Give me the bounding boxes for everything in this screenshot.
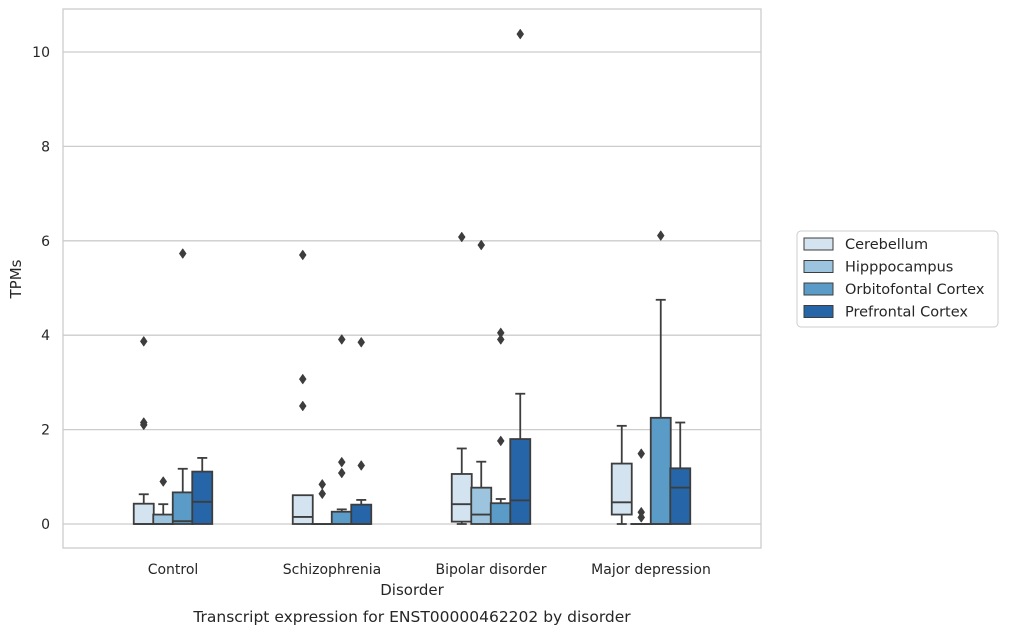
box: [171, 491, 194, 525]
x-tick-label: Major depression: [591, 562, 711, 578]
outlier-point: [298, 400, 307, 412]
box-group: [610, 424, 633, 525]
outlier-point: [656, 230, 665, 242]
outlier-point: [337, 334, 346, 345]
box-group: [470, 239, 493, 525]
y-tick-label: 6: [41, 234, 50, 250]
outlier-point: [477, 239, 486, 251]
legend-label: Hipppocampus: [845, 260, 953, 276]
outlier-point: [357, 460, 366, 471]
x-tick-label: Schizophrenia: [283, 562, 381, 578]
outlier-point: [357, 336, 366, 348]
box: [350, 503, 373, 525]
legend: Cerebellum Hipppocampus Orbitofontal Corte…: [796, 230, 999, 328]
x-tick-label: Control: [148, 562, 199, 578]
box: [649, 416, 672, 525]
outlier-point: [337, 467, 346, 479]
plot-area-frame: [62, 8, 762, 549]
box-group: [291, 249, 314, 525]
y-tick-label: 2: [41, 423, 50, 439]
box: [191, 470, 214, 525]
box: [330, 510, 353, 525]
legend-swatch: [803, 237, 834, 251]
y-tick-label: 10: [32, 45, 50, 61]
x-axis-title: Disorder: [380, 581, 444, 599]
legend-swatch: [803, 305, 834, 318]
boxes-layer: [132, 28, 692, 526]
figure-caption: Transcript expression for ENST0000046220…: [192, 608, 631, 626]
outlier-point: [637, 448, 646, 460]
box-group: [489, 327, 512, 525]
box-group: [630, 448, 653, 526]
legend-label: Cerebellum: [845, 237, 928, 253]
y-tick-label: 4: [41, 328, 50, 344]
legend-label: Orbitofontal Cortex: [845, 282, 985, 298]
box-group: [152, 476, 175, 525]
outlier-point: [337, 456, 346, 468]
box: [610, 462, 633, 516]
x-tick-labels: Control Schizophrenia Bipolar disorder Majo…: [148, 562, 711, 578]
box-group: [191, 457, 214, 525]
outlier-point: [457, 231, 466, 243]
legend-label: Prefrontal Cortex: [845, 305, 968, 321]
outlier-point: [637, 511, 646, 523]
box: [132, 502, 155, 525]
y-tick-labels: 0 2 4 6 8 10: [32, 45, 50, 533]
outlier-point: [178, 248, 187, 259]
legend-swatch: [803, 282, 834, 296]
outlier-point: [298, 249, 307, 261]
y-tick-label: 0: [41, 517, 50, 533]
box: [152, 513, 175, 525]
outlier-point: [298, 373, 307, 385]
box-group: [669, 421, 692, 525]
y-tick-label: 8: [41, 139, 50, 155]
box: [450, 473, 473, 523]
outlier-point: [139, 335, 148, 347]
box: [669, 467, 692, 525]
box: [509, 438, 532, 525]
outlier-point: [516, 28, 525, 40]
outlier-point: [139, 419, 148, 431]
box-group: [350, 336, 373, 525]
legend-frame: [796, 230, 999, 328]
outlier-point: [496, 334, 505, 345]
outlier-point: [318, 488, 327, 500]
box-group: [171, 248, 194, 525]
box: [470, 486, 493, 525]
box: [291, 494, 314, 525]
box-group: [450, 231, 473, 525]
x-tick-label: Bipolar disorder: [435, 562, 546, 578]
box: [489, 502, 512, 525]
y-axis-title: TPMs: [7, 259, 25, 299]
outlier-point: [159, 476, 168, 487]
legend-swatch: [803, 260, 834, 273]
outlier-point: [496, 435, 505, 447]
box-group: [509, 28, 532, 525]
